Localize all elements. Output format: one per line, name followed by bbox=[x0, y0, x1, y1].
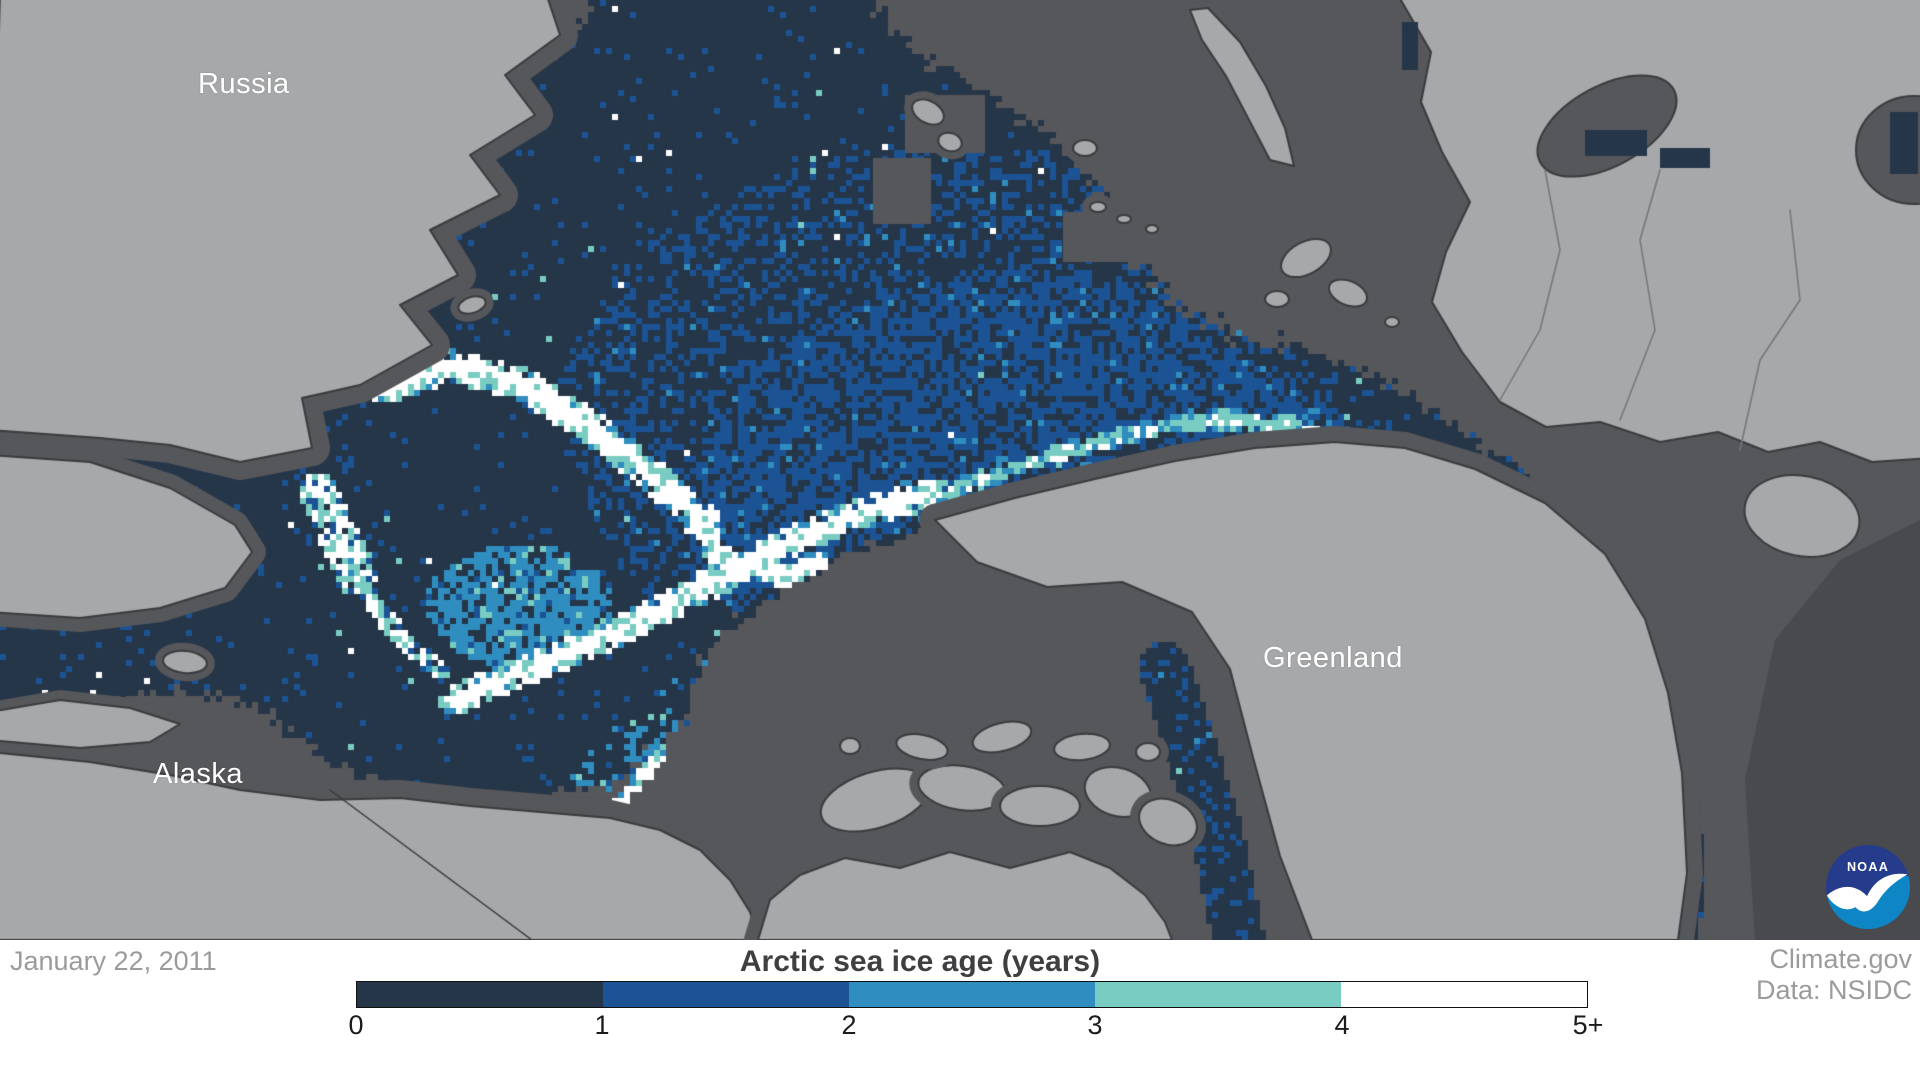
credit-data-source: Data: NSIDC bbox=[1755, 975, 1912, 1005]
credits: Climate.gov Data: NSIDC bbox=[1756, 944, 1912, 1006]
legend-tick-2: 2 bbox=[841, 1010, 857, 1040]
map-date: January 22, 2011 bbox=[10, 946, 217, 976]
legend-segment-2 bbox=[849, 982, 1095, 1007]
legend-segment-1 bbox=[603, 982, 849, 1007]
credit-climate-gov: Climate.gov bbox=[1769, 944, 1912, 974]
legend-segment-3 bbox=[1095, 982, 1341, 1007]
map-area: Russia Alaska Greenland NOAA bbox=[0, 0, 1920, 940]
arctic-map-canvas bbox=[0, 0, 1920, 940]
legend-ticks: 0 1 2 3 4 5+ bbox=[0, 1010, 1920, 1044]
map-label-greenland: Greenland bbox=[1263, 642, 1403, 674]
legend-tick-1: 1 bbox=[594, 1010, 610, 1040]
noaa-logo: NOAA bbox=[1826, 845, 1910, 929]
legend-tick-3: 3 bbox=[1087, 1010, 1103, 1040]
map-label-russia: Russia bbox=[198, 68, 290, 100]
map-label-alaska: Alaska bbox=[153, 758, 244, 790]
noaa-logo-text: NOAA bbox=[1847, 860, 1889, 874]
noaa-gull-icon bbox=[1826, 873, 1908, 912]
legend-tick-5: 5+ bbox=[1572, 1010, 1604, 1040]
legend-tick-4: 4 bbox=[1334, 1010, 1350, 1040]
legend-title: Arctic sea ice age (years) bbox=[739, 945, 1101, 978]
legend-segment-0 bbox=[357, 982, 603, 1007]
legend-tick-0: 0 bbox=[348, 1010, 364, 1040]
legend-colorbar bbox=[356, 981, 1588, 1008]
footer: January 22, 2011 Arctic sea ice age (yea… bbox=[0, 940, 1920, 1080]
legend-segment-4 bbox=[1341, 982, 1587, 1007]
